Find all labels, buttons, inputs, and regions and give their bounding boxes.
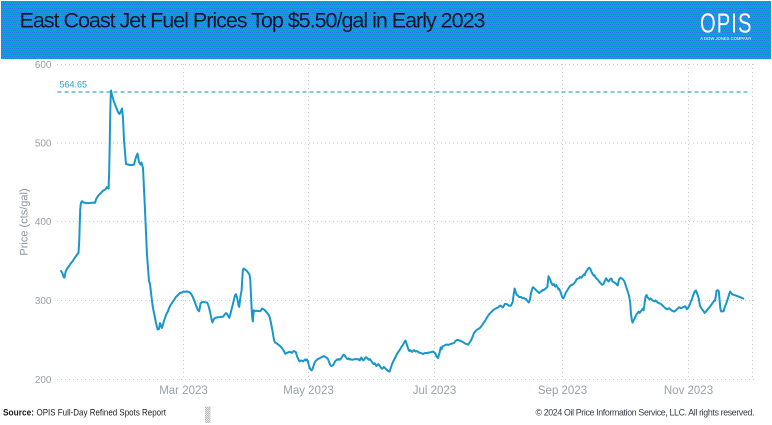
svg-text:Source:: Source: [3,408,34,419]
svg-text:OPIS Full-Day Refined Spots Re: OPIS Full-Day Refined Spots Report [37,408,167,419]
svg-text:Mar 2023: Mar 2023 [159,385,208,397]
svg-text:OPIS: OPIS [700,7,753,39]
svg-text:East Coast Jet Fuel Prices Top: East Coast Jet Fuel Prices Top $5.50/gal… [20,9,486,33]
svg-text:300: 300 [35,296,52,307]
svg-text:200: 200 [35,375,52,386]
svg-text:May 2023: May 2023 [283,385,334,397]
svg-text:Jul 2023: Jul 2023 [413,385,456,397]
svg-text:A DOW JONES COMPANY: A DOW JONES COMPANY [700,36,751,41]
svg-text:Nov 2023: Nov 2023 [664,385,713,397]
svg-text:Sep 2023: Sep 2023 [538,385,587,397]
svg-text:400: 400 [35,217,52,228]
svg-text:600: 600 [35,60,52,71]
svg-text:500: 500 [35,139,52,150]
svg-text:© 2024 Oil Price Information S: © 2024 Oil Price Information Service, LL… [536,407,755,417]
svg-text:564.65: 564.65 [60,80,88,90]
svg-text:Price (cts/gal): Price (cts/gal) [19,188,31,255]
